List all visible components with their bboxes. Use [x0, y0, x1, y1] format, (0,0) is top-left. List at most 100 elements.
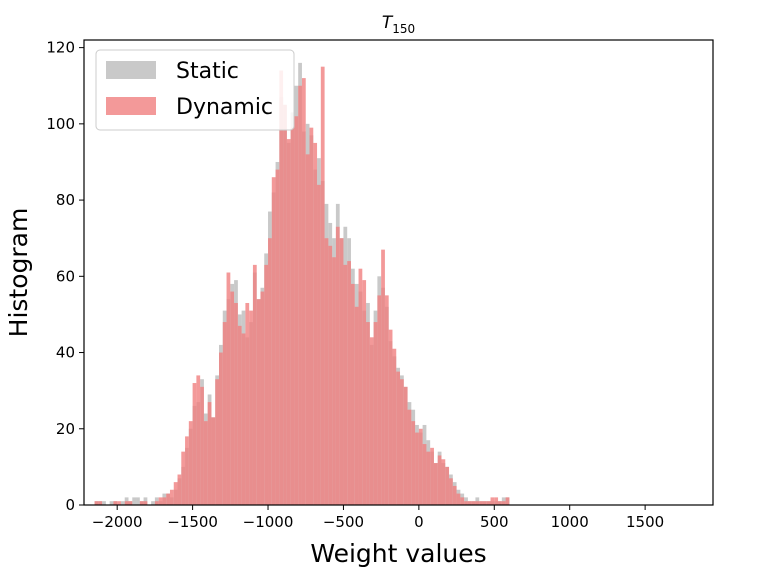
dynamic-bar	[139, 501, 144, 505]
dynamic-bar	[215, 379, 219, 505]
dynamic-bar	[226, 272, 231, 505]
dynamic-bar	[173, 482, 178, 505]
chart-title-main: T	[382, 13, 394, 33]
dynamic-bar	[268, 238, 272, 505]
dynamic-bar	[203, 421, 208, 505]
dynamic-bar	[166, 493, 170, 505]
dynamic-bar	[460, 497, 465, 505]
dynamic-bar	[339, 238, 344, 505]
legend-label-dynamic: Dynamic	[176, 95, 273, 120]
x-tick-label: 0	[414, 513, 424, 531]
dynamic-bar	[366, 322, 370, 505]
dynamic-bar	[211, 417, 216, 505]
chart-title-subscript: 150	[392, 22, 415, 36]
dynamic-bar	[249, 310, 253, 505]
dynamic-bar	[169, 489, 174, 505]
dynamic-bar	[456, 493, 461, 505]
dynamic-bar	[162, 497, 167, 505]
dynamic-bar	[181, 451, 186, 505]
dynamic-bar	[354, 306, 359, 505]
dynamic-bar	[350, 283, 355, 505]
dynamic-bar	[475, 501, 480, 505]
x-tick-label: −500	[323, 513, 364, 531]
dynamic-bar	[486, 501, 491, 505]
dynamic-bar	[347, 261, 351, 505]
dynamic-bar	[260, 291, 265, 505]
dynamic-bar	[358, 268, 363, 505]
chart-title: T150	[382, 13, 415, 36]
dynamic-bar	[275, 169, 280, 505]
dynamic-bar	[154, 501, 159, 505]
dynamic-bar	[501, 501, 506, 505]
dynamic-bar	[335, 226, 340, 505]
dynamic-bar	[415, 432, 419, 505]
dynamic-bar	[377, 295, 382, 505]
dynamic-bar	[449, 478, 453, 505]
dynamic-bar	[430, 447, 434, 505]
dynamic-bar	[407, 409, 412, 505]
legend-swatch-static	[106, 61, 156, 79]
dynamic-bar	[252, 264, 257, 505]
dynamic-bar	[117, 501, 121, 505]
dynamic-bar	[309, 127, 314, 505]
dynamic-bar	[396, 371, 401, 505]
dynamic-bar	[313, 142, 318, 505]
dynamic-bar	[245, 302, 250, 505]
dynamic-bar	[256, 299, 261, 505]
dynamic-bar	[196, 375, 201, 505]
x-tick-label: −1000	[243, 513, 294, 531]
dynamic-bar	[505, 497, 510, 505]
dynamic-bar	[286, 139, 291, 505]
y-axis-title: Histogram	[4, 208, 33, 338]
dynamic-bar	[362, 280, 367, 505]
dynamic-bar	[332, 257, 336, 505]
dynamic-bar	[98, 501, 103, 505]
dynamic-bar	[143, 501, 148, 505]
dynamic-bar	[192, 383, 197, 505]
static-bar	[151, 501, 155, 505]
dynamic-bar	[467, 501, 472, 505]
dynamic-bar	[207, 402, 212, 505]
dynamic-bar	[403, 386, 408, 505]
dynamic-bar	[94, 501, 99, 505]
dynamic-bar	[298, 85, 302, 506]
dynamic-bar	[222, 322, 227, 505]
dynamic-bar	[234, 302, 238, 505]
dynamic-bar	[426, 451, 431, 505]
dynamic-bar	[400, 379, 404, 505]
dynamic-bar	[441, 459, 446, 505]
dynamic-bar	[185, 436, 189, 505]
x-tick-label: 500	[480, 513, 509, 531]
dynamic-bar	[301, 78, 306, 506]
static-bar	[132, 497, 137, 505]
legend-label-static: Static	[176, 59, 239, 84]
dynamic-bar	[290, 127, 295, 505]
x-tick-label: 1500	[626, 513, 664, 531]
dynamic-bar	[200, 386, 204, 505]
dynamic-bar	[433, 463, 438, 505]
plot-area-frame	[83, 39, 714, 506]
dynamic-bar	[418, 428, 423, 505]
dynamic-bar	[271, 177, 276, 505]
dynamic-bar	[128, 501, 133, 505]
dynamic-bar	[188, 421, 193, 505]
x-tick-label: −2000	[92, 513, 143, 531]
legend-swatch-dynamic	[106, 97, 156, 115]
dynamic-bar	[241, 333, 246, 505]
dynamic-bar	[320, 66, 325, 506]
dynamic-bar	[482, 501, 487, 505]
dynamic-bar	[373, 322, 378, 505]
x-axis-title: Weight values	[310, 539, 486, 568]
dynamic-bar	[113, 501, 118, 505]
y-tick-label: 80	[56, 191, 75, 209]
dynamic-bar	[498, 501, 502, 505]
dynamic-bar	[437, 455, 442, 505]
y-tick-label: 40	[56, 344, 75, 362]
dynamic-bar	[479, 501, 483, 505]
dynamic-bar	[490, 497, 495, 505]
dynamic-bar	[384, 295, 389, 505]
static-bar	[102, 501, 106, 505]
dynamic-bar	[422, 444, 427, 505]
static-bar	[136, 497, 140, 505]
